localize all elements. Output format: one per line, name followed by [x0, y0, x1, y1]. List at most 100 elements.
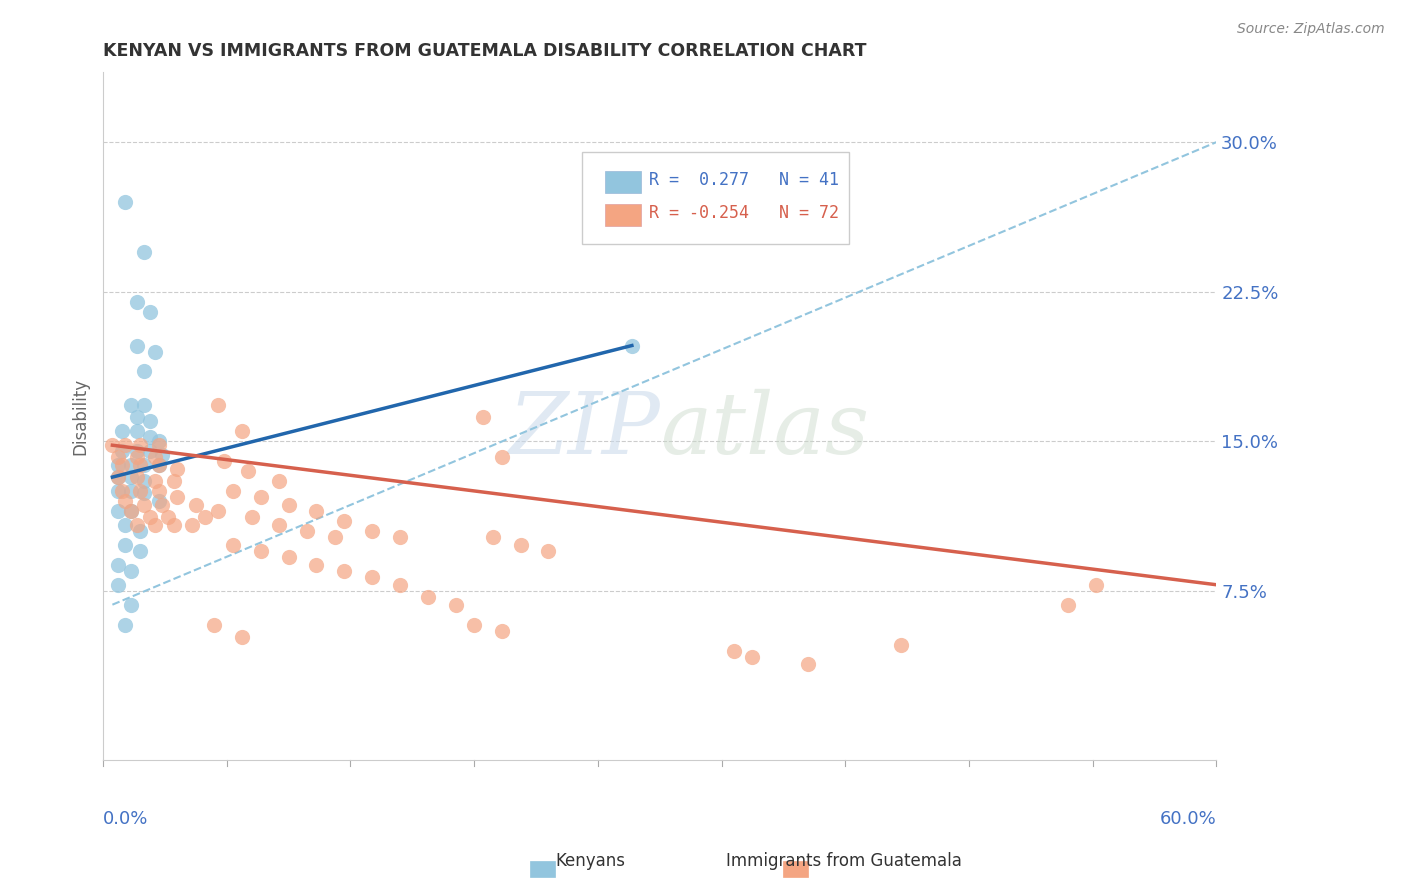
Point: [111, 484, 134, 499]
Point: [132, 486, 155, 500]
Point: [797, 657, 820, 672]
Point: [723, 643, 745, 657]
Point: [107, 504, 129, 518]
Point: [114, 194, 136, 209]
Point: [277, 498, 299, 512]
Point: [125, 444, 148, 458]
Point: [491, 450, 513, 465]
Point: [157, 510, 180, 524]
Point: [207, 504, 229, 518]
Point: [107, 558, 129, 572]
Point: [323, 530, 346, 544]
Text: R = -0.254   N = 72: R = -0.254 N = 72: [648, 204, 838, 222]
Point: [361, 524, 384, 538]
Point: [305, 558, 328, 572]
Point: [148, 458, 170, 472]
Point: [129, 458, 152, 472]
Point: [162, 517, 184, 532]
Point: [107, 470, 129, 484]
Point: [138, 444, 160, 458]
Point: [181, 517, 204, 532]
Point: [212, 454, 235, 468]
Point: [125, 410, 148, 425]
Point: [162, 474, 184, 488]
Point: [333, 564, 356, 578]
Point: [481, 530, 503, 544]
Point: [114, 438, 136, 452]
Point: [269, 517, 291, 532]
Point: [107, 458, 129, 472]
Point: [114, 494, 136, 508]
Point: [125, 294, 148, 309]
Point: [152, 498, 174, 512]
Point: [114, 538, 136, 552]
Point: [114, 617, 136, 632]
Point: [111, 424, 134, 438]
Text: 0.0%: 0.0%: [103, 810, 149, 828]
Point: [148, 484, 170, 499]
Point: [148, 438, 170, 452]
Point: [125, 338, 148, 352]
Point: [132, 474, 155, 488]
Point: [388, 578, 411, 592]
Point: [472, 410, 495, 425]
Point: [890, 638, 912, 652]
Point: [120, 564, 142, 578]
Point: [120, 504, 142, 518]
Point: [143, 517, 166, 532]
Point: [143, 344, 166, 359]
Point: [250, 490, 273, 504]
Point: [125, 424, 148, 438]
Point: [444, 598, 467, 612]
Point: [222, 538, 245, 552]
Point: [361, 570, 384, 584]
Point: [184, 498, 207, 512]
Point: [125, 517, 148, 532]
Point: [222, 484, 245, 499]
Point: [120, 598, 142, 612]
Point: [491, 624, 513, 638]
Point: [132, 398, 155, 412]
Point: [120, 470, 142, 484]
Point: [277, 549, 299, 564]
Point: [204, 617, 226, 632]
Point: [250, 544, 273, 558]
Point: [741, 649, 763, 664]
Point: [1084, 578, 1107, 592]
Point: [194, 510, 217, 524]
Bar: [530, 861, 555, 877]
Point: [120, 398, 142, 412]
Point: [111, 444, 134, 458]
Point: [120, 484, 142, 499]
Text: R =  0.277   N = 41: R = 0.277 N = 41: [648, 171, 838, 189]
Point: [138, 430, 160, 444]
Point: [240, 510, 263, 524]
Text: 60.0%: 60.0%: [1160, 810, 1216, 828]
Point: [333, 514, 356, 528]
Point: [138, 510, 160, 524]
Text: Kenyans: Kenyans: [555, 852, 626, 870]
Point: [101, 438, 124, 452]
Point: [1057, 598, 1080, 612]
Point: [114, 517, 136, 532]
FancyBboxPatch shape: [605, 171, 641, 194]
Point: [166, 490, 188, 504]
Bar: [783, 861, 808, 877]
Point: [166, 462, 188, 476]
Point: [152, 448, 174, 462]
Text: Immigrants from Guatemala: Immigrants from Guatemala: [725, 852, 962, 870]
Y-axis label: Disability: Disability: [72, 377, 89, 455]
Point: [231, 424, 253, 438]
Point: [509, 538, 531, 552]
Point: [269, 474, 291, 488]
Text: atlas: atlas: [659, 389, 869, 471]
Point: [107, 578, 129, 592]
Point: [125, 450, 148, 465]
Point: [388, 530, 411, 544]
Point: [132, 498, 155, 512]
Point: [129, 484, 152, 499]
Point: [138, 414, 160, 428]
Text: Source: ZipAtlas.com: Source: ZipAtlas.com: [1237, 22, 1385, 37]
Point: [107, 484, 129, 499]
FancyBboxPatch shape: [605, 203, 641, 226]
